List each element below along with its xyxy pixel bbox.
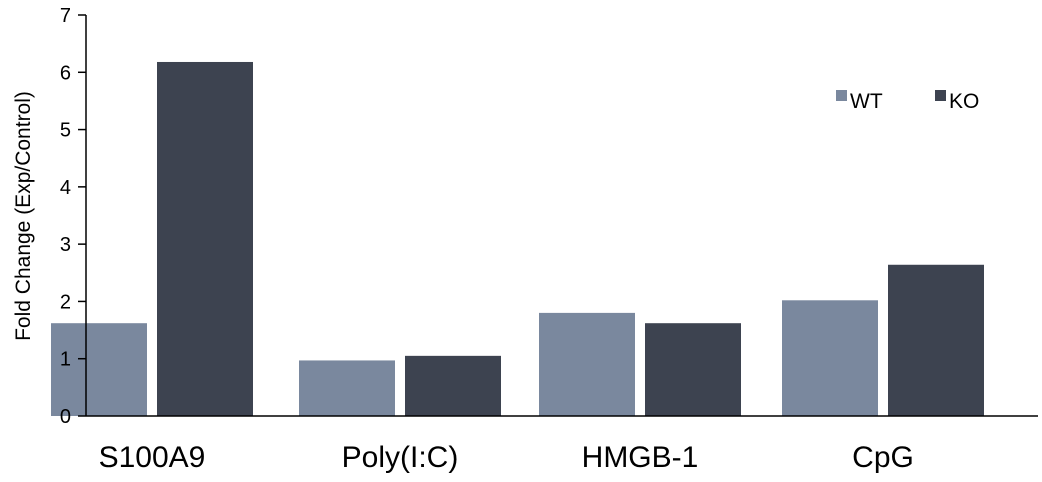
bar-wt-0 [51, 323, 147, 416]
bar-ko-1 [405, 355, 501, 416]
bar-wt-2 [539, 312, 635, 416]
y-ticks: 0 1 2 3 4 5 6 7 [60, 5, 86, 428]
x-category-labels: S100A9 Poly(I:C) HMGB-1 CpG [99, 441, 914, 474]
y-tick-label: 1 [60, 349, 71, 371]
y-tick-label: 5 [60, 120, 71, 142]
y-tick-label: 4 [60, 177, 71, 199]
axes-layer [85, 15, 1038, 417]
bars-layer [51, 61, 984, 417]
y-axis-title: Fold Change (Exp/Control) [12, 91, 35, 341]
y-tick-label: 2 [60, 291, 71, 313]
bar-wt-1 [299, 360, 395, 416]
x-category-label: Poly(I:C) [342, 441, 459, 474]
bar-wt-3 [782, 300, 878, 416]
y-tick-label: 7 [60, 5, 71, 27]
bar-ko-3 [888, 264, 984, 416]
legend-label-wt: WT [850, 90, 883, 113]
legend-swatch-wt [836, 90, 847, 101]
y-tick-label: 0 [60, 406, 71, 428]
bar-ko-2 [645, 323, 741, 416]
legend-swatch-ko [935, 90, 946, 101]
x-category-label: HMGB-1 [582, 441, 699, 474]
legend-label-ko: KO [949, 90, 979, 113]
bar-ko-0 [157, 61, 253, 417]
x-category-label: S100A9 [99, 441, 206, 474]
y-tick-label: 3 [60, 234, 71, 256]
x-category-label: CpG [852, 441, 914, 474]
y-tick-label: 6 [60, 62, 71, 84]
legend: WT KO [836, 90, 979, 113]
